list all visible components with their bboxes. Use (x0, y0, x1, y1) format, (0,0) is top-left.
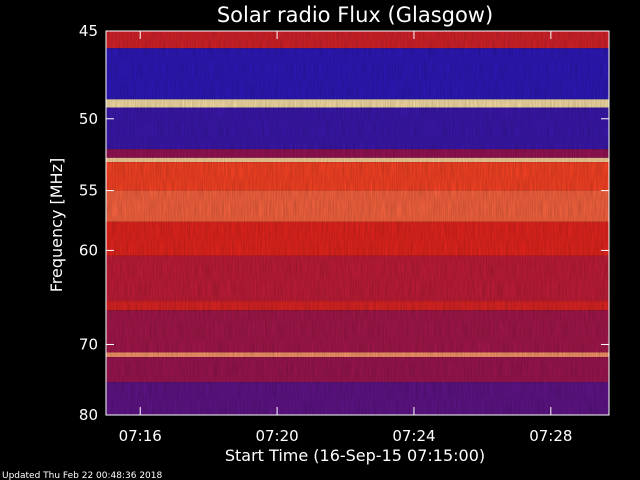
plot-frame (105, 30, 610, 416)
x-axis-label: Start Time (16-Sep-15 07:15:00) (225, 446, 485, 465)
y-tick-label: 60 (79, 241, 98, 259)
x-tick-label: 07:24 (392, 427, 435, 445)
x-axis: 07:16 07:20 07:24 07:28 (119, 31, 572, 445)
y-tick-label: 70 (79, 335, 98, 353)
y-tick-label: 55 (79, 182, 98, 200)
y-tick-label: 50 (79, 110, 98, 128)
y-axis: 45 50 55 60 70 80 (79, 22, 609, 424)
y-tick-label: 45 (79, 22, 98, 40)
x-tick-label: 07:20 (255, 427, 298, 445)
x-tick-label: 07:16 (119, 427, 162, 445)
noise-texture (106, 31, 609, 415)
chart-title: Solar radio Flux (Glasgow) (217, 3, 493, 27)
x-tick-label: 07:28 (529, 427, 572, 445)
y-axis-label: Frequency [MHz] (47, 158, 66, 292)
updated-timestamp: Updated Thu Feb 22 00:48:36 2018 (2, 471, 163, 480)
plot-area (105, 30, 610, 416)
y-tick-label: 80 (79, 406, 98, 424)
